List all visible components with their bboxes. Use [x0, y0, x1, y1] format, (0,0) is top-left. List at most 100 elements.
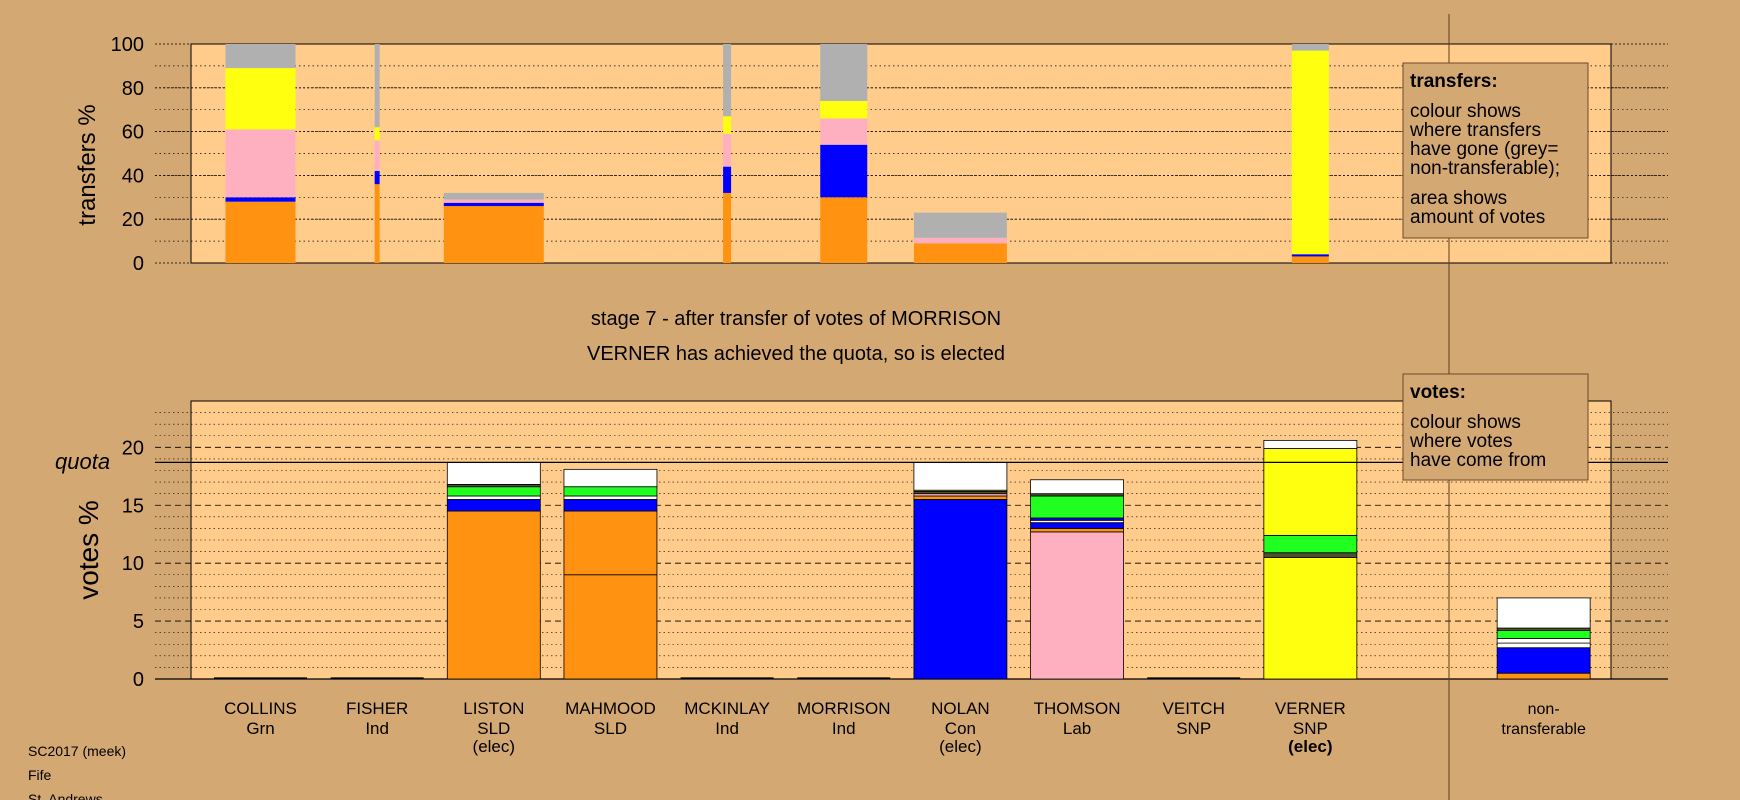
- footer-election: SC2017 (meek): [28, 743, 126, 759]
- candidate-party: SNP: [1293, 719, 1328, 738]
- quota-label: quota: [55, 449, 110, 474]
- votes-bar-segment: [563, 495, 658, 500]
- transfers-legend-line: colour shows: [1410, 101, 1521, 122]
- votes-bar-segment: [446, 495, 541, 500]
- candidate-status: (elec): [939, 737, 982, 756]
- transfers-bar-segment: [723, 44, 732, 117]
- transfers-bar-segment: [820, 100, 868, 119]
- candidate-party: Ind: [832, 719, 856, 738]
- votes-bar-segment: [1030, 479, 1124, 495]
- candidate-party: SLD: [477, 719, 510, 738]
- candidate-name: non-: [1528, 701, 1560, 718]
- votes-bar-segment: [446, 461, 541, 485]
- transfers-ylabel: transfers %: [74, 104, 101, 225]
- candidate-name: THOMSON: [1034, 699, 1121, 718]
- votes-bar-segment: [1263, 534, 1358, 554]
- votes-tick-label: 15: [122, 495, 144, 517]
- transfers-legend: transfers: colour shows where transfers …: [1402, 62, 1589, 239]
- votes-tick-label: 20: [122, 437, 144, 459]
- transfers-bar-segment: [913, 237, 1007, 244]
- votes-bar-segment: [1496, 629, 1591, 639]
- transfers-legend-box: [1402, 62, 1589, 239]
- transfers-bar-segment: [1291, 254, 1329, 257]
- votes-bar-segment: [1496, 647, 1591, 674]
- votes-bar-segment: [1263, 439, 1358, 449]
- transfers-bar-segment: [723, 166, 732, 193]
- transfers-legend-line: amount of votes: [1410, 207, 1545, 228]
- stage-caption: stage 7 - after transfer of votes of MOR…: [591, 308, 1001, 330]
- candidate-party: Ind: [365, 719, 389, 738]
- votes-bar-segment: [446, 499, 541, 512]
- transfers-bar-segment: [443, 206, 544, 263]
- candidate-name: COLLINS: [224, 699, 297, 718]
- transfers-bar-segment: [225, 129, 296, 198]
- transfers-panel: 0 20 40 60 80 100 transfers %: [74, 34, 1668, 275]
- transfers-legend-line: non-transferable);: [1410, 158, 1560, 179]
- footer-council: Fife: [28, 767, 52, 783]
- votes-bar-segment: [1030, 528, 1124, 533]
- votes-bar-segment: [1030, 522, 1124, 529]
- votes-bar-segment: [563, 510, 658, 576]
- transfers-bar-segment: [374, 127, 380, 141]
- transfers-bar-segment: [820, 118, 868, 145]
- transfers-bar-segment: [443, 199, 544, 203]
- transfers-bar-segment: [820, 144, 868, 198]
- votes-tick-label: 10: [122, 553, 144, 575]
- candidate-party: SLD: [594, 719, 627, 738]
- votes-ylabel: votes %: [73, 500, 104, 600]
- transfers-legend-line: area shows: [1410, 188, 1507, 209]
- candidate-party: Lab: [1063, 719, 1091, 738]
- votes-bar-segment: [1496, 642, 1591, 649]
- candidate-party: SNP: [1176, 719, 1211, 738]
- transfers-tick-label: 0: [133, 253, 144, 275]
- candidate-party: transferable: [1501, 721, 1586, 738]
- transfers-bar-segment: [1291, 44, 1329, 51]
- votes-tick-label: 5: [133, 611, 144, 633]
- transfers-tick-label: 60: [122, 122, 144, 144]
- transfers-bar-segment: [225, 201, 296, 263]
- candidate-name: MORRISON: [797, 699, 891, 718]
- votes-bar-segment: [563, 468, 658, 488]
- votes-bar-segment: [1030, 531, 1124, 680]
- votes-legend-line: where votes: [1409, 431, 1512, 452]
- votes-bar-segment: [913, 461, 1008, 491]
- candidate-party: Ind: [715, 719, 739, 738]
- votes-tick-label: 0: [133, 669, 144, 691]
- transfers-legend-title: transfers:: [1410, 71, 1498, 92]
- transfers-tick-label: 80: [122, 78, 144, 100]
- candidate-status: (elec): [473, 737, 516, 756]
- transfers-bar-segment: [723, 133, 732, 167]
- transfers-bar-segment: [1291, 50, 1329, 255]
- votes-legend-title: votes:: [1410, 382, 1466, 403]
- transfers-bar-segment: [225, 68, 296, 130]
- votes-bar-segment: [1496, 672, 1591, 680]
- transfers-bar-segment: [1291, 256, 1329, 263]
- transfers-legend-line: have gone (grey=: [1410, 139, 1558, 160]
- votes-bar-segment: [563, 574, 658, 680]
- votes-bar-segment: [1263, 556, 1358, 680]
- footer-ward: St. Andrews: [28, 791, 103, 800]
- transfers-legend-line: where transfers: [1409, 120, 1541, 141]
- votes-bar-segment: [1496, 597, 1591, 629]
- transfers-bar-segment: [820, 44, 868, 101]
- votes-bar-segment: [1496, 638, 1591, 644]
- candidate-name: LISTON: [463, 699, 524, 718]
- candidate-name: NOLAN: [931, 699, 990, 718]
- transfers-tick-label: 20: [122, 209, 144, 231]
- candidate-name: MAHMOOD: [565, 699, 656, 718]
- votes-bar-segment: [913, 495, 1008, 500]
- votes-bar-segment: [446, 486, 541, 497]
- transfers-bar-segment: [443, 202, 544, 207]
- votes-bar-segment: [1263, 552, 1358, 558]
- transfers-bar-segment: [374, 44, 380, 128]
- votes-bar-segment: [563, 499, 658, 512]
- transfers-bar-segment: [913, 243, 1007, 263]
- votes-bar-segment: [1263, 448, 1358, 536]
- votes-bar-segment: [1030, 495, 1124, 519]
- votes-legend: votes: colour shows where votes have com…: [1402, 373, 1589, 481]
- candidate-status: (elec): [1288, 737, 1332, 756]
- elected-caption: VERNER has achieved the quota, so is ele…: [587, 343, 1005, 365]
- transfers-bar-segment: [443, 192, 544, 200]
